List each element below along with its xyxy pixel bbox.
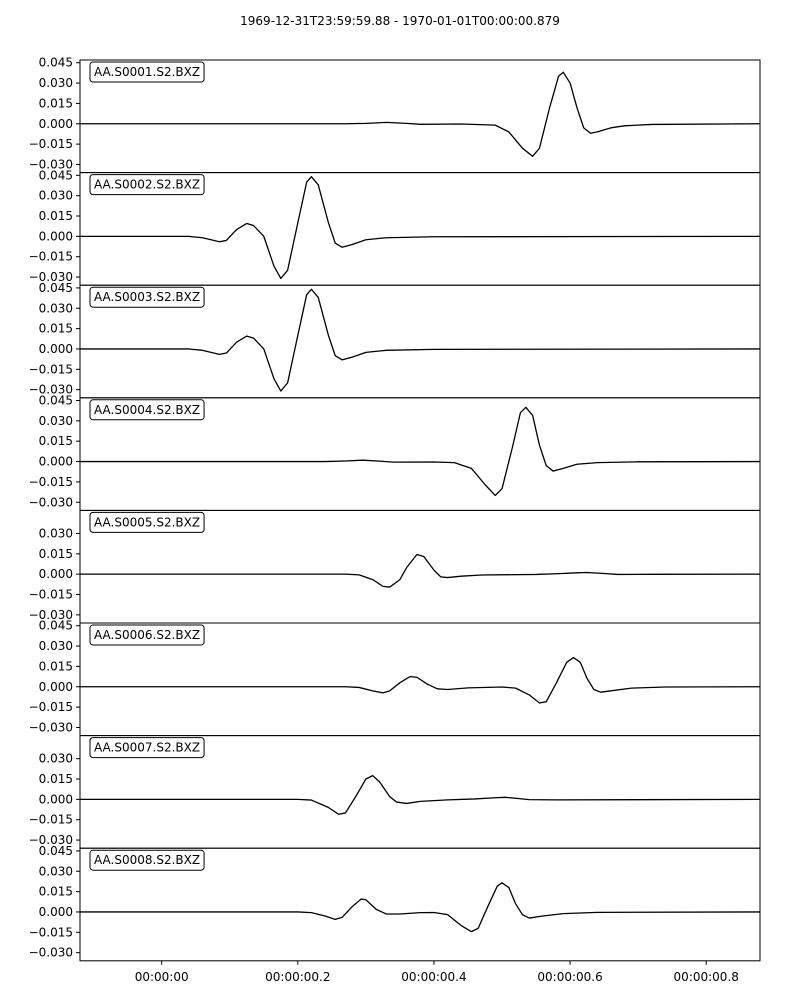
panel-1: 0.045 0.030 0.015 0.000 −0.015 −0.030 AA.S0001…: [29, 56, 761, 174]
trace-line-6: [80, 656, 761, 704]
trace-line-5: [80, 553, 761, 588]
y-tick-label: 0.045: [39, 281, 73, 295]
panel-3: 0.045 0.030 0.015 0.000 −0.015 −0.030 AA.S0003…: [29, 281, 761, 399]
station-label-box: [89, 174, 205, 196]
y-tick-label: −0.030: [29, 833, 73, 847]
y-tick-label: −0.030: [29, 495, 73, 509]
y-tick-label: 0.045: [39, 394, 73, 408]
y-tick-label: 0.015: [39, 885, 73, 899]
y-tick-label: −0.030: [29, 720, 73, 734]
station-label-box: [89, 511, 205, 533]
y-tick-label: 0.030: [39, 76, 73, 90]
y-tick-label: 0.030: [39, 189, 73, 203]
trace-line-7: [80, 774, 761, 815]
figure-title: 1969-12-31T23:59:59.88 - 1970-01-01T00:0…: [240, 14, 560, 28]
station-label-box: [89, 849, 205, 871]
y-tick-label: −0.030: [29, 383, 73, 397]
y-tick-label: 0.015: [39, 659, 73, 673]
station-label-box: [89, 399, 205, 421]
station-label: AA.S0002.S2.BXZ: [94, 178, 200, 192]
y-tick-label: 0.030: [39, 864, 73, 878]
y-tick-label: 0.030: [39, 639, 73, 653]
y-tick-label: 0.030: [39, 526, 73, 540]
y-tick-label: −0.015: [29, 475, 73, 489]
y-tick-label: 0.030: [39, 752, 73, 766]
y-tick-label: −0.015: [29, 925, 73, 939]
y-tick-label: 0.015: [39, 209, 73, 223]
panel-6: 0.045 0.030 0.015 0.000 −0.015 −0.030 AA.S0006…: [29, 619, 761, 737]
y-tick-label: 0.030: [39, 414, 73, 428]
panel-4: 0.045 0.030 0.015 0.000 −0.015 −0.030 AA.S0004…: [29, 394, 761, 511]
station-label: AA.S0008.S2.BXZ: [94, 853, 200, 867]
panel-2: 0.045 0.030 0.015 0.000 −0.015 −0.030 AA.S0002…: [29, 168, 761, 286]
y-tick-label: 0.015: [39, 322, 73, 336]
x-axis: 00:00:00 00:00:00.2 00:00:00.4 00:00:00.6 00…: [135, 960, 739, 984]
trace-line-2: [80, 176, 761, 280]
y-tick-label: 0.045: [39, 844, 73, 858]
station-label: AA.S0007.S2.BXZ: [94, 741, 200, 755]
y-tick-label: 0.045: [39, 168, 73, 182]
panel-8: 0.045 0.030 0.015 0.000 −0.015 −0.030 AA.S0008…: [29, 844, 761, 962]
y-tick-label: 0.015: [39, 772, 73, 786]
y-tick-label: 0.030: [39, 301, 73, 315]
station-label: AA.S0001.S2.BXZ: [94, 65, 200, 79]
station-label: AA.S0006.S2.BXZ: [94, 628, 200, 642]
x-tick-label: 00:00:00.4: [401, 970, 466, 984]
y-tick-label: −0.015: [29, 813, 73, 827]
x-tick-label: 00:00:00.2: [265, 970, 330, 984]
x-tick-label: 00:00:00: [135, 970, 189, 984]
trace-line-4: [80, 406, 761, 497]
station-label-box: [89, 624, 205, 646]
station-label-box: [89, 737, 205, 759]
panel-7: 0.030 0.015 0.000 −0.015 −0.030 AA.S0007.S2.B…: [29, 735, 761, 849]
panel-5: 0.030 0.015 0.000 −0.015 −0.030 AA.S0005.S2.B…: [29, 509, 761, 624]
y-tick-label: 0.000: [39, 567, 73, 581]
station-label-box: [89, 286, 205, 308]
y-tick-label: 0.000: [39, 680, 73, 694]
y-tick-label: −0.015: [29, 700, 73, 714]
y-tick-label: −0.030: [29, 157, 73, 171]
y-tick-label: 0.015: [39, 434, 73, 448]
trace-line-1: [80, 71, 761, 157]
y-tick-label: 0.000: [39, 117, 73, 131]
y-tick-label: 0.045: [39, 56, 73, 70]
trace-line-3: [80, 288, 761, 392]
y-tick-label: −0.015: [29, 362, 73, 376]
station-label: AA.S0003.S2.BXZ: [94, 290, 200, 304]
y-tick-label: 0.000: [39, 229, 73, 243]
y-tick-label: 0.000: [39, 455, 73, 469]
y-tick-label: 0.000: [39, 792, 73, 806]
y-tick-label: −0.015: [29, 588, 73, 602]
y-tick-label: −0.015: [29, 137, 73, 151]
panel-frame: [79, 847, 761, 962]
y-tick-label: −0.030: [29, 270, 73, 284]
y-tick-label: −0.030: [29, 946, 73, 960]
y-tick-label: 0.000: [39, 342, 73, 356]
y-tick-label: −0.015: [29, 250, 73, 264]
x-tick-label: 00:00:00.6: [537, 970, 602, 984]
station-label-box: [89, 61, 205, 83]
y-tick-label: 0.015: [39, 547, 73, 561]
station-label: AA.S0004.S2.BXZ: [94, 403, 200, 417]
y-tick-label: −0.030: [29, 608, 73, 622]
y-tick-label: 0.000: [39, 905, 73, 919]
y-tick-label: 0.045: [39, 619, 73, 633]
trace-line-8: [80, 882, 761, 933]
y-tick-label: 0.015: [39, 96, 73, 110]
station-label: AA.S0005.S2.BXZ: [94, 515, 200, 529]
trace-panels: 0.045 0.030 0.015 0.000 −0.015 −0.030 AA.S0001…: [29, 56, 761, 962]
x-tick-label: 00:00:00.8: [674, 970, 739, 984]
